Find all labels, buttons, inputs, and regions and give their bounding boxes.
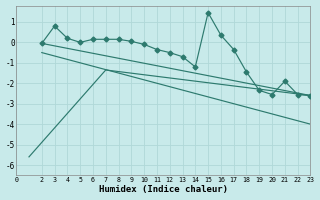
X-axis label: Humidex (Indice chaleur): Humidex (Indice chaleur) — [99, 185, 228, 194]
